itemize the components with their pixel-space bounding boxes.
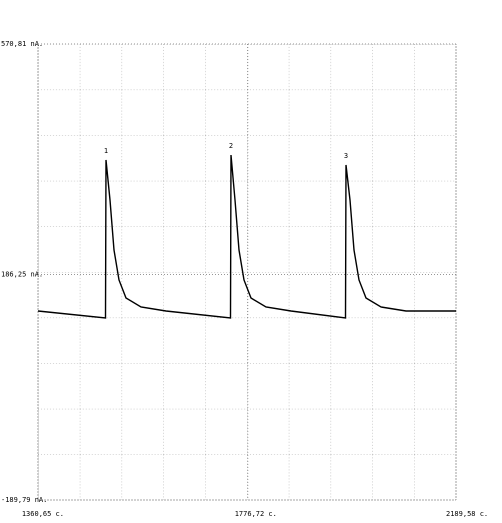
x-tick-label: 1360,65 c. bbox=[22, 510, 64, 518]
signal-line bbox=[37, 154, 456, 319]
peak-label: 3 bbox=[344, 152, 348, 160]
y-tick-label: -189,79 nA. bbox=[1, 496, 47, 504]
y-tick-label: 186,25 nA. bbox=[1, 271, 43, 279]
x-tick-label: 2189,58 c. bbox=[446, 510, 488, 518]
peak-label: 1 bbox=[104, 147, 108, 155]
peak-label: 2 bbox=[229, 142, 233, 150]
y-tick-label: 570,81 nA. bbox=[1, 40, 43, 48]
x-tick-label: 1776,72 c. bbox=[235, 510, 277, 518]
grid-background bbox=[38, 44, 456, 500]
